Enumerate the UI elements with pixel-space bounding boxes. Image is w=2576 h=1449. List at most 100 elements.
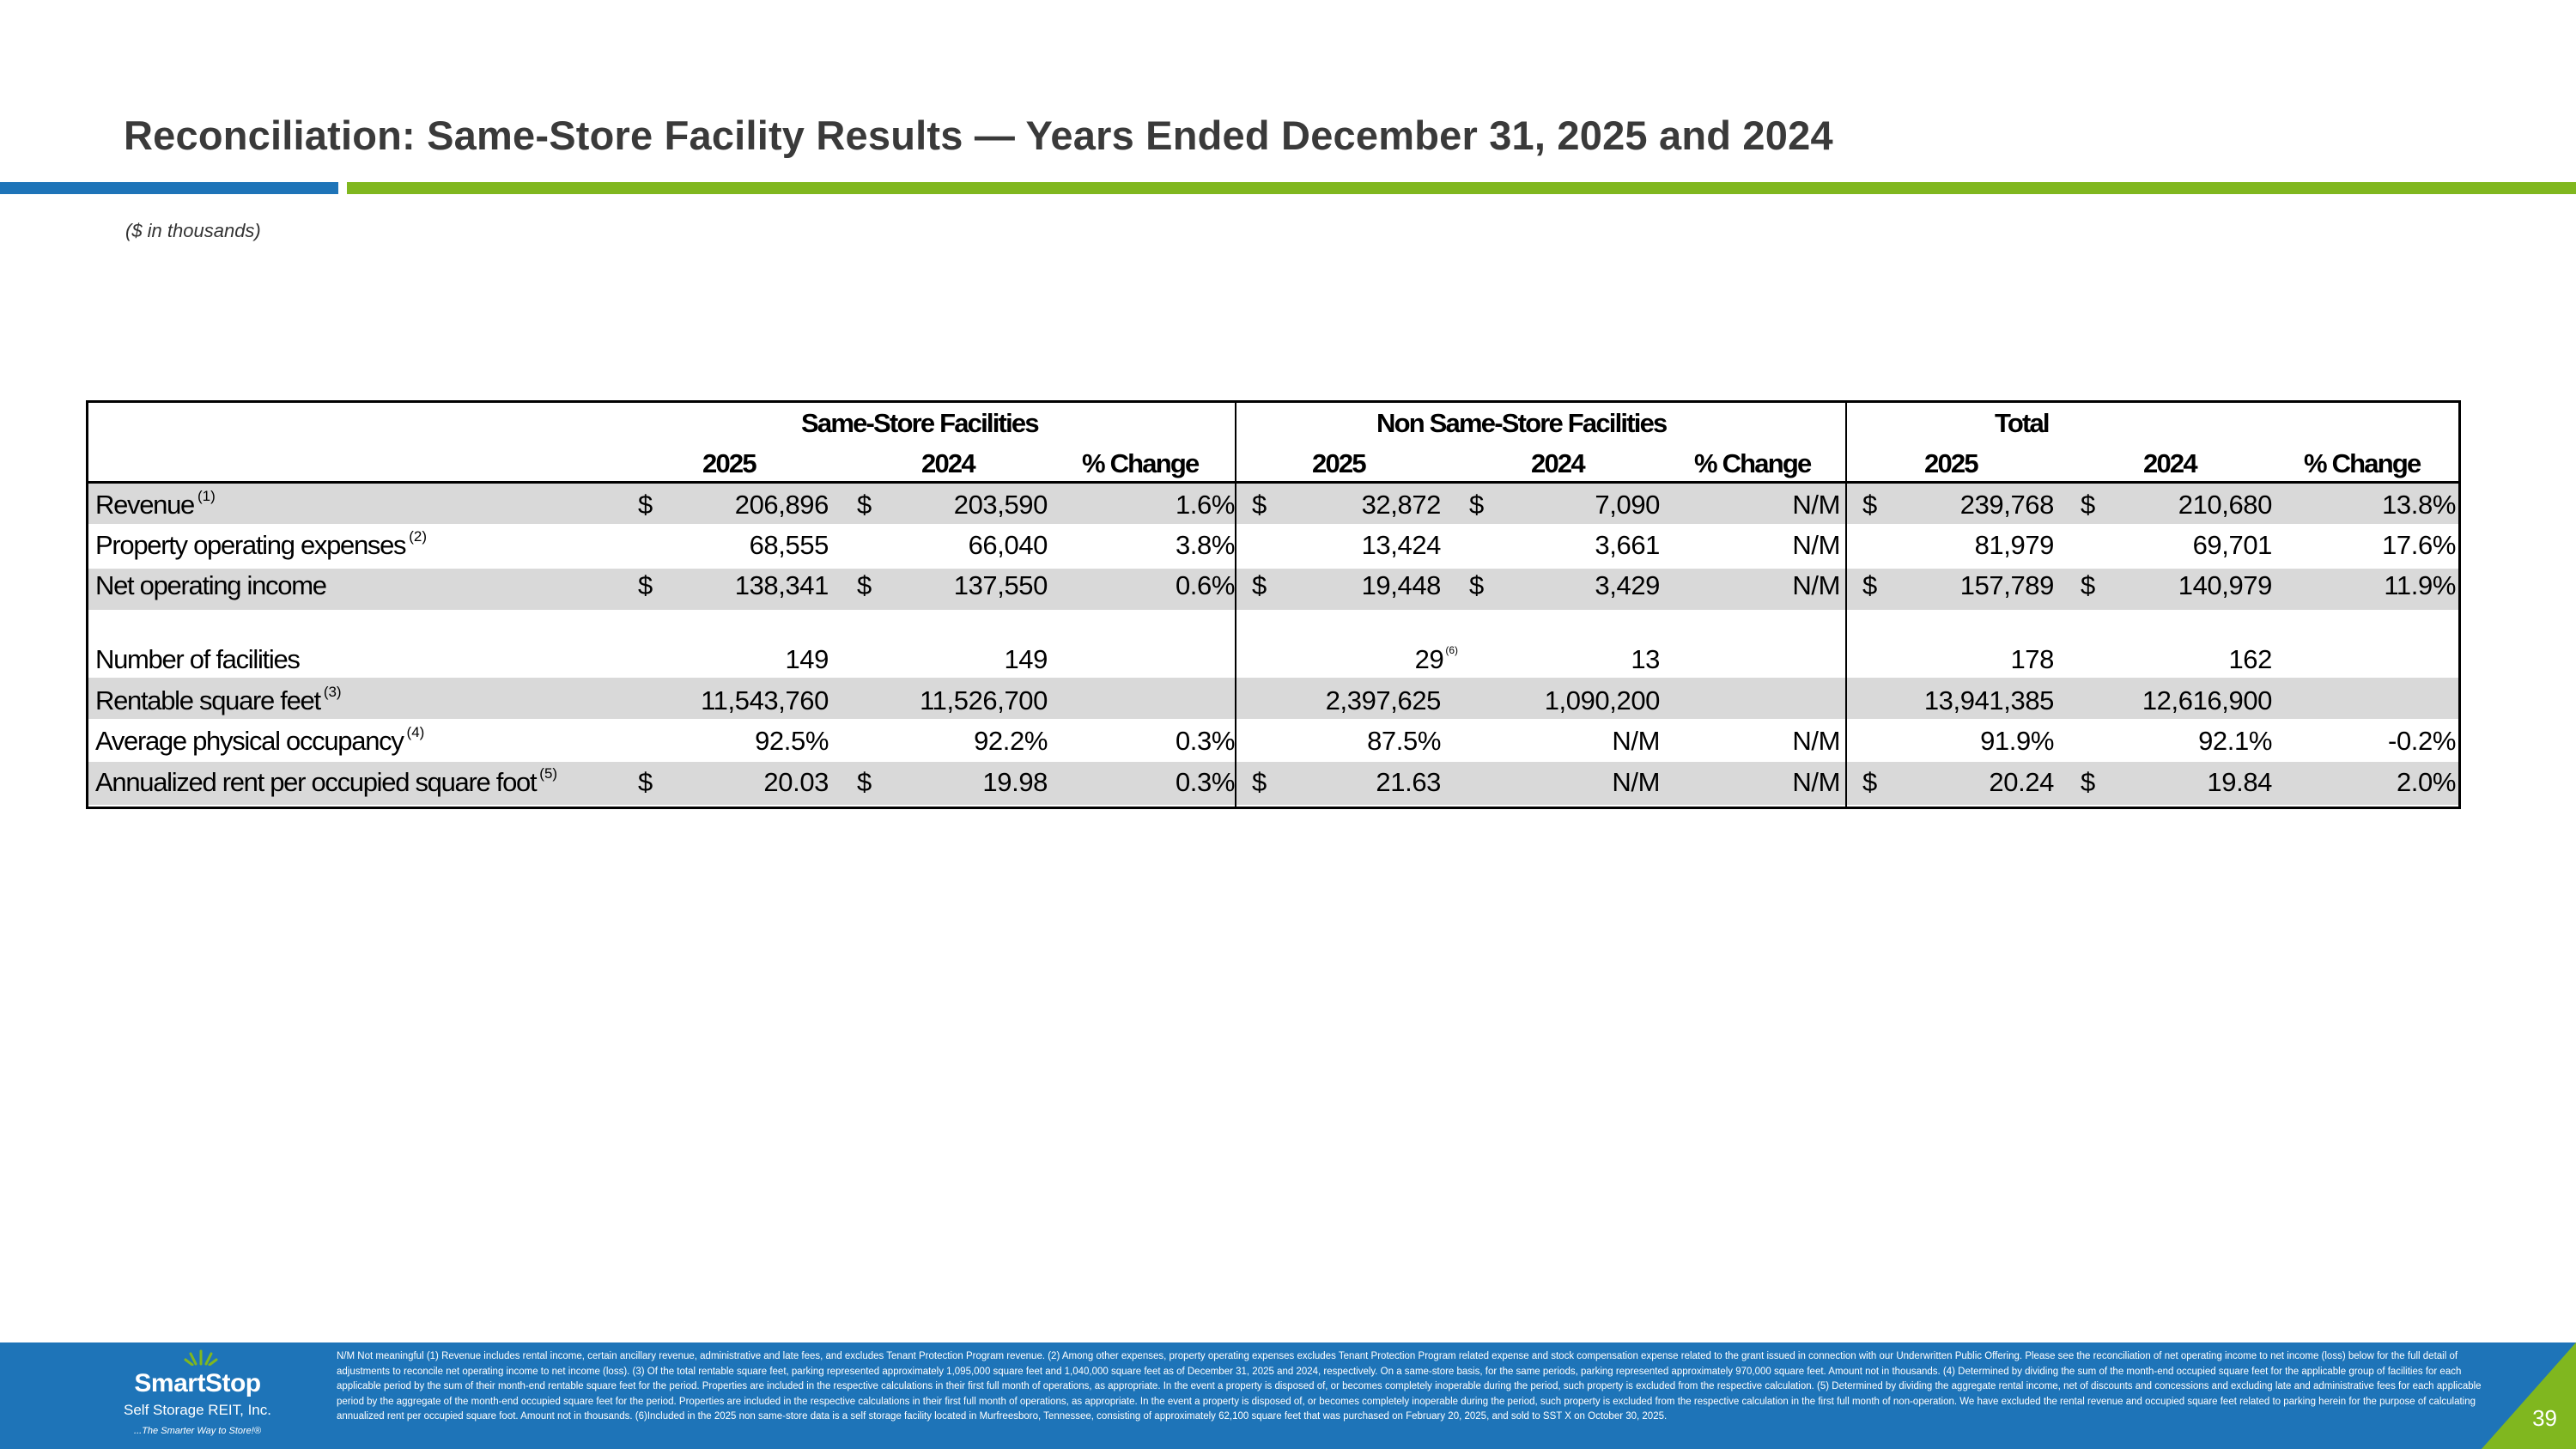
currency-sign: $ — [1469, 490, 1484, 520]
table-cell-value: 0.3% — [1175, 726, 1235, 756]
column-header: 2025 — [1924, 448, 1979, 478]
table-cell-value: 20.24 — [1989, 767, 2054, 797]
table-cell-value: 2.0% — [2396, 767, 2456, 797]
table-cell-value: 1,090,200 — [1544, 685, 1661, 715]
table-cell-value: 178 — [2010, 644, 2054, 674]
table-cell-value: 13.8% — [2382, 490, 2456, 520]
table-cell-value: -0.2% — [2388, 726, 2456, 756]
currency-sign: $ — [1862, 570, 1877, 600]
group-divider-2 — [1845, 403, 1847, 807]
column-header: 2024 — [921, 448, 976, 478]
table-cell-value: 3,429 — [1595, 570, 1660, 600]
table-cell-value: 17.6% — [2382, 530, 2456, 560]
page-title: Reconciliation: Same-Store Facility Resu… — [124, 113, 1833, 158]
row-label: Property operating expenses (2) — [95, 527, 428, 560]
title-underline-blue — [0, 182, 338, 194]
footnote-marker: (1) — [197, 487, 216, 504]
table-cell-value: 12,616,900 — [2142, 685, 2273, 715]
table-cell-value: 149 — [1004, 644, 1048, 674]
table-cell-value: 13,941,385 — [1923, 685, 2055, 715]
table-cell-value: 91.9% — [1980, 726, 2054, 756]
currency-sign: $ — [638, 570, 653, 600]
group-divider-1 — [1235, 403, 1236, 807]
group-header: Non Same-Store Facilities — [1376, 408, 1668, 438]
footnote-marker: (4) — [406, 723, 425, 740]
currency-sign: $ — [857, 767, 872, 797]
logo-subtitle: Self Storage REIT, Inc. — [124, 1402, 271, 1418]
row-band-rsf — [88, 678, 2458, 719]
table-cell-value: 0.6% — [1175, 570, 1235, 600]
currency-sign: $ — [2081, 570, 2095, 600]
row-band-revenue — [88, 483, 2458, 524]
units-note: ($ in thousands) — [125, 220, 261, 241]
column-header: % Change — [1082, 448, 1200, 478]
table-cell-value: 32,872 — [1361, 490, 1442, 520]
row-band-rent — [88, 762, 2458, 805]
table-cell-value: 210,680 — [2178, 490, 2273, 520]
sunburst-icon — [184, 1349, 218, 1366]
table-cell-value: 19.84 — [2207, 767, 2272, 797]
footer-background — [0, 1342, 2576, 1449]
table-cell-value: 0.3% — [1175, 767, 1235, 797]
table-cell-value: 11,526,700 — [920, 685, 1048, 715]
row-label: Number of facilities — [95, 644, 301, 674]
row-band-noi — [88, 569, 2458, 610]
logo-name: SmartStop — [134, 1369, 261, 1397]
table-cell-value: 3,661 — [1595, 530, 1660, 560]
table-cell-value: 92.1% — [2198, 726, 2272, 756]
table-cell-value: 149 — [785, 644, 829, 674]
page-number: 39 — [2532, 1405, 2557, 1431]
currency-sign: $ — [1252, 570, 1267, 600]
table-cell-value: 69,701 — [2192, 530, 2273, 560]
table-cell-value: 1.6% — [1175, 490, 1235, 520]
row-label: Revenue (1) — [95, 487, 216, 520]
table-cell-value: 3.8% — [1175, 530, 1235, 560]
table-cell-value: 87.5% — [1367, 726, 1441, 756]
currency-sign: $ — [638, 767, 653, 797]
table-cell-value: 140,979 — [2178, 570, 2273, 600]
row-label: Average physical occupancy (4) — [95, 723, 425, 756]
table-cell-value: 81,979 — [1974, 530, 2055, 560]
table-cell-value: 20.03 — [763, 767, 829, 797]
currency-sign: $ — [1469, 570, 1484, 600]
table-cell-value: 92.5% — [755, 726, 829, 756]
footnote-marker: (2) — [409, 527, 428, 545]
table-cell-value: 162 — [2228, 644, 2272, 674]
table-cell-value: N/M — [1792, 570, 1840, 600]
currency-sign: $ — [2081, 490, 2095, 520]
table-cell-value: 2,397,625 — [1325, 685, 1442, 715]
currency-sign: $ — [1862, 490, 1877, 520]
currency-sign: $ — [638, 490, 653, 520]
table-cell-value: N/M — [1792, 767, 1840, 797]
table-cell-value: 239,768 — [1959, 490, 2055, 520]
table-cell-value: N/M — [1792, 530, 1840, 560]
column-header: 2025 — [702, 448, 757, 478]
title-underline-green — [347, 182, 2576, 194]
table-cell-value: 66,040 — [968, 530, 1048, 560]
table-cell-value: 11,543,760 — [701, 685, 829, 715]
table-cell-value: 13,424 — [1361, 530, 1442, 560]
table-cell-value: 19,448 — [1361, 570, 1442, 600]
row-label: Annualized rent per occupied square foot… — [95, 764, 558, 797]
footnote-marker: (3) — [323, 683, 342, 700]
table-cell-value: 157,789 — [1959, 570, 2055, 600]
table-cell-value: 137,550 — [953, 570, 1048, 600]
table-cell-value: 68,555 — [749, 530, 829, 560]
group-header: Same-Store Facilities — [801, 408, 1040, 438]
smartstop-logo: SmartStop Self Storage REIT, Inc. ...The… — [112, 1349, 283, 1443]
column-header: % Change — [1694, 448, 1812, 478]
column-header: 2024 — [1531, 448, 1586, 478]
table-cell-value: 29 (6) — [1414, 643, 1458, 674]
table-cell-value: 138,341 — [734, 570, 829, 600]
column-header: 2025 — [1312, 448, 1367, 478]
table-cell-value: 7,090 — [1595, 490, 1660, 520]
table-cell-value: 206,896 — [734, 490, 829, 520]
row-label: Net operating income — [95, 570, 327, 600]
row-label: Rentable square feet (3) — [95, 683, 342, 715]
table-cell-value: 19.98 — [982, 767, 1048, 797]
footnote-marker: (5) — [539, 764, 558, 782]
logo-tagline: ...The Smarter Way to Store!® — [134, 1426, 261, 1436]
footnotes-text: N/M Not meaningful (1) Revenue includes … — [337, 1351, 2482, 1422]
currency-sign: $ — [857, 570, 872, 600]
table-cell-value: N/M — [1612, 767, 1660, 797]
